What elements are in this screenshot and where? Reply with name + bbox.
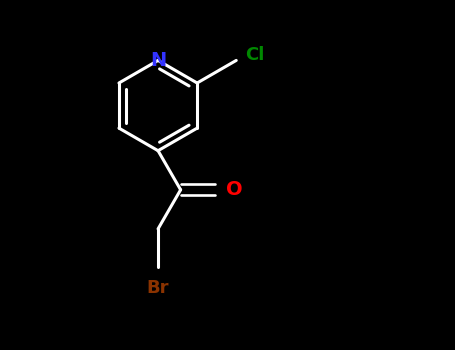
Text: Br: Br bbox=[147, 279, 169, 297]
Text: Cl: Cl bbox=[245, 46, 264, 64]
Text: O: O bbox=[226, 180, 243, 199]
Text: N: N bbox=[150, 51, 166, 70]
